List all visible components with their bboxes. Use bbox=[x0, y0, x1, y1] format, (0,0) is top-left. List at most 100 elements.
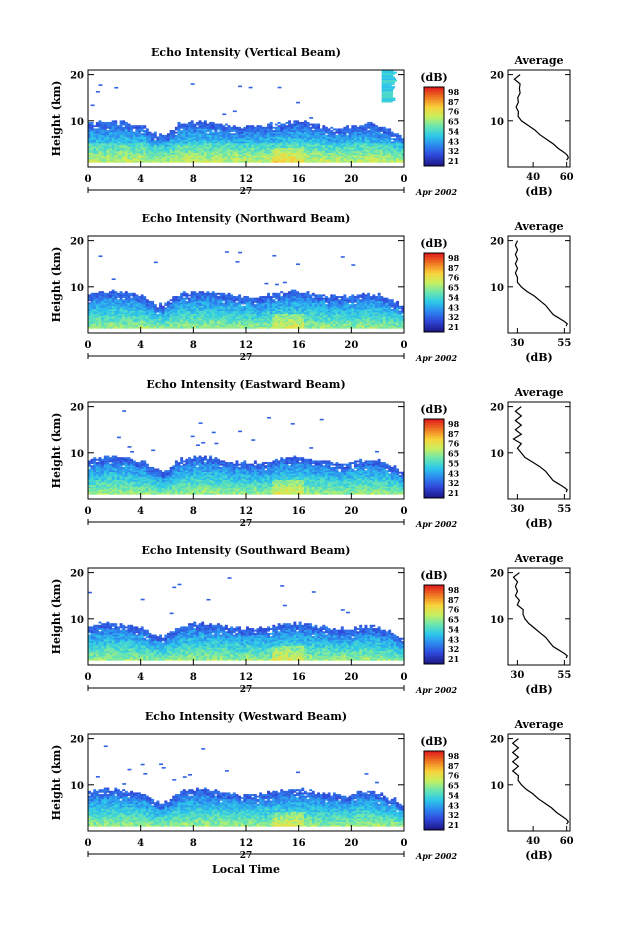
echo-cell bbox=[177, 138, 181, 141]
echo-cell bbox=[253, 136, 257, 139]
echo-cell bbox=[188, 146, 191, 149]
echo-cell bbox=[259, 147, 263, 150]
echo-cell bbox=[272, 155, 276, 158]
echo-cell bbox=[169, 134, 173, 137]
echo-cell bbox=[101, 130, 105, 132]
echo-cell bbox=[201, 160, 205, 163]
echo-cell bbox=[151, 138, 155, 141]
echo-cell bbox=[103, 159, 107, 162]
echo-cell bbox=[151, 157, 155, 160]
echo-cell bbox=[172, 130, 176, 132]
echo-cell bbox=[296, 120, 299, 123]
echo-cell bbox=[188, 149, 191, 152]
echo-cell bbox=[98, 134, 102, 137]
echo-cell bbox=[274, 160, 278, 163]
echo-cell bbox=[343, 294, 347, 297]
echo-cell bbox=[127, 160, 131, 163]
echo-cell bbox=[269, 160, 273, 163]
echo-cell bbox=[161, 305, 165, 308]
echo-cell bbox=[143, 125, 147, 128]
echo-cell bbox=[119, 157, 123, 160]
echo-cell bbox=[124, 123, 128, 126]
echo-cell bbox=[211, 126, 215, 129]
echo-cell bbox=[219, 154, 223, 157]
echo-cell bbox=[185, 154, 189, 157]
echo-cell bbox=[251, 142, 255, 145]
echo-cell bbox=[198, 134, 202, 137]
echo-cell bbox=[151, 152, 155, 155]
echo-cell bbox=[111, 126, 115, 129]
echo-cell bbox=[193, 146, 197, 149]
echo-cell bbox=[264, 130, 268, 132]
echo-cell bbox=[272, 159, 276, 162]
echo-cell bbox=[274, 155, 278, 158]
echo-cell bbox=[238, 144, 242, 147]
echo-cell bbox=[95, 128, 99, 131]
echo-cell bbox=[217, 151, 220, 153]
echo-cell bbox=[256, 139, 260, 142]
echo-cell bbox=[177, 296, 181, 298]
echo-cell bbox=[185, 144, 189, 147]
colorbar-tick-label: 43 bbox=[448, 136, 460, 146]
echo-cell bbox=[381, 81, 396, 84]
echo-cell bbox=[161, 136, 165, 139]
colorbar-tick-label: 76 bbox=[448, 107, 460, 117]
echo-cell bbox=[277, 131, 281, 134]
echo-cell bbox=[203, 131, 207, 134]
echo-cell bbox=[90, 136, 94, 139]
echo-cell bbox=[98, 120, 102, 123]
echo-cell bbox=[203, 292, 207, 295]
echo-cell bbox=[272, 142, 276, 145]
echo-cell bbox=[159, 139, 163, 142]
echo-cell bbox=[127, 152, 131, 155]
echo-cell bbox=[138, 160, 141, 163]
echo-cell bbox=[106, 136, 110, 139]
echo-cell bbox=[95, 151, 99, 153]
echo-cell bbox=[195, 131, 199, 134]
echo-cell bbox=[188, 152, 191, 155]
echo-cell bbox=[161, 139, 165, 142]
echo-cell bbox=[240, 297, 244, 300]
echo-cell bbox=[174, 149, 178, 152]
echo-cell bbox=[267, 126, 270, 129]
echo-cell bbox=[193, 291, 197, 294]
echo-cell bbox=[232, 147, 236, 150]
echo-cell bbox=[243, 152, 247, 155]
echo-cell bbox=[124, 141, 128, 144]
echo-cell bbox=[180, 146, 184, 149]
echo-cell bbox=[93, 130, 97, 132]
echo-cell bbox=[95, 146, 99, 149]
echo-cell bbox=[288, 126, 292, 129]
echo-cell bbox=[169, 151, 173, 153]
echo-cell bbox=[269, 146, 273, 149]
echo-cell bbox=[282, 126, 286, 129]
echo-cell bbox=[203, 144, 207, 147]
echo-cell bbox=[375, 125, 378, 128]
echo-cell bbox=[240, 149, 244, 152]
echo-cell bbox=[98, 141, 102, 144]
echo-cell bbox=[211, 149, 215, 152]
echo-cell bbox=[248, 146, 252, 149]
echo-cell bbox=[135, 138, 139, 141]
echo-cell bbox=[325, 304, 328, 307]
echo-cell bbox=[224, 142, 228, 145]
echo-cell bbox=[169, 131, 173, 134]
echo-cell bbox=[253, 131, 257, 134]
echo-cell bbox=[180, 152, 184, 155]
echo-cell bbox=[195, 157, 199, 160]
echo-cell bbox=[161, 142, 165, 145]
echo-cell bbox=[224, 160, 228, 163]
echo-cell bbox=[381, 89, 393, 92]
echo-cell bbox=[206, 160, 210, 163]
echo-cell bbox=[174, 144, 178, 147]
echo-cell bbox=[243, 157, 247, 160]
echo-cell bbox=[124, 130, 128, 132]
echo-cell bbox=[251, 144, 255, 147]
echo-cell bbox=[251, 139, 255, 142]
echo-cell bbox=[198, 136, 202, 139]
echo-cell bbox=[235, 146, 239, 149]
echo-cell bbox=[193, 134, 197, 137]
echo-cell bbox=[277, 128, 281, 131]
echo-cell bbox=[261, 151, 265, 153]
echo-cell bbox=[227, 160, 231, 163]
